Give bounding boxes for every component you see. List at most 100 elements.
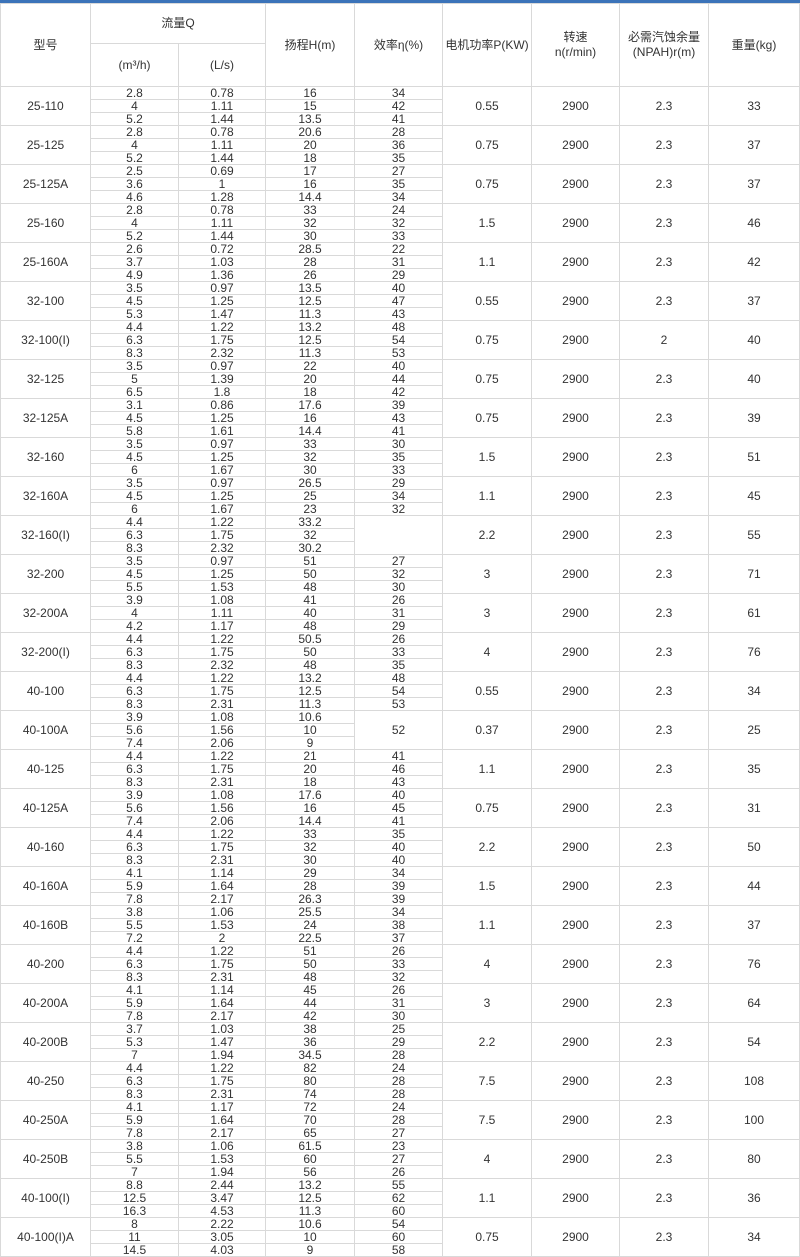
efficiency-cell: 54 xyxy=(354,333,443,347)
speed-cell: 2900 xyxy=(531,866,620,906)
flow-ls-cell: 1.25 xyxy=(178,411,266,425)
table-row: 40-160 4.4 1.22 33 35 2.2 2900 2.3 50 xyxy=(0,827,800,867)
flow-m3h-cell: 4.1 xyxy=(90,866,179,880)
flow-m3h-cell: 8.3 xyxy=(90,541,179,555)
weight-cell: 45 xyxy=(708,476,800,516)
flow-ls-cell: 1 xyxy=(178,177,266,191)
head-cell: 36 xyxy=(265,1035,355,1049)
table-row: 25-160 2.8 0.78 33 24 1.5 2900 2.3 46 xyxy=(0,203,800,243)
weight-cell: 40 xyxy=(708,320,800,360)
npsh-cell: 2.3 xyxy=(619,398,709,438)
head-cell: 21 xyxy=(265,749,355,763)
table-row: 14.5 4.03 9 58 xyxy=(1,1243,800,1257)
flow-m3h-cell: 3.9 xyxy=(90,788,179,802)
flow-ls-cell: 0.86 xyxy=(178,398,266,412)
table-row: 5.8 1.61 14.4 41 xyxy=(1,424,800,438)
table-row: 6.3 1.75 50 33 xyxy=(1,645,800,659)
model-cell: 25-125 xyxy=(0,125,91,165)
flow-m3h-cell: 3.6 xyxy=(90,177,179,191)
model-cell: 40-160B xyxy=(0,905,91,945)
flow-ls-cell: 1.64 xyxy=(178,996,266,1010)
power-cell: 2.2 xyxy=(442,827,532,867)
flow-m3h-cell: 5.2 xyxy=(90,112,179,126)
head-cell: 16 xyxy=(265,801,355,815)
flow-m3h-cell: 8.3 xyxy=(90,1087,179,1101)
weight-cell: 37 xyxy=(708,125,800,165)
head-cell: 13.2 xyxy=(265,671,355,685)
efficiency-cell: 34 xyxy=(354,86,443,100)
model-cell: 40-160 xyxy=(0,827,91,867)
flow-ls-cell: 0.78 xyxy=(178,86,266,100)
efficiency-cell: 26 xyxy=(354,944,443,958)
flow-m3h-cell: 8 xyxy=(90,1217,179,1231)
flow-ls-cell: 4.03 xyxy=(178,1243,266,1257)
npsh-cell: 2.3 xyxy=(619,1178,709,1218)
flow-ls-cell: 1.17 xyxy=(178,1100,266,1114)
speed-cell: 2900 xyxy=(531,125,620,165)
flow-m3h-cell: 3.7 xyxy=(90,1022,179,1036)
speed-cell: 2900 xyxy=(531,671,620,711)
efficiency-cell: 28 xyxy=(354,125,443,139)
model-cell: 40-125 xyxy=(0,749,91,789)
flow-ls-cell: 1.61 xyxy=(178,424,266,438)
speed-cell: 2900 xyxy=(531,905,620,945)
flow-ls-cell: 0.97 xyxy=(178,476,266,490)
flow-m3h-cell: 8.8 xyxy=(90,1178,179,1192)
speed-cell: 2900 xyxy=(531,1061,620,1101)
efficiency-cell: 36 xyxy=(354,138,443,152)
flow-ls-cell: 1.39 xyxy=(178,372,266,386)
weight-cell: 54 xyxy=(708,1022,800,1062)
flow-m3h-cell: 5.9 xyxy=(90,879,179,893)
table-row: 4.5 1.25 25 34 xyxy=(1,489,800,503)
header-model: 型号 xyxy=(0,3,91,87)
head-cell: 74 xyxy=(265,1087,355,1101)
flow-ls-cell: 1.75 xyxy=(178,528,266,542)
efficiency-cell: 32 xyxy=(354,970,443,984)
flow-m3h-cell: 4.5 xyxy=(90,489,179,503)
head-cell: 15 xyxy=(265,99,355,113)
flow-ls-cell: 2.31 xyxy=(178,775,266,789)
flow-ls-cell: 1.11 xyxy=(178,606,266,620)
power-cell: 0.75 xyxy=(442,1217,532,1257)
table-row: 4.5 1.25 50 32 xyxy=(1,567,800,581)
efficiency-cell: 26 xyxy=(354,983,443,997)
flow-ls-cell: 2.32 xyxy=(178,658,266,672)
power-cell: 2.2 xyxy=(442,1022,532,1062)
weight-cell: 108 xyxy=(708,1061,800,1101)
head-cell: 48 xyxy=(265,970,355,984)
flow-ls-cell: 2.17 xyxy=(178,1126,266,1140)
head-cell: 20 xyxy=(265,372,355,386)
power-cell: 0.37 xyxy=(442,710,532,750)
speed-cell: 2900 xyxy=(531,1139,620,1179)
flow-ls-cell: 1.22 xyxy=(178,632,266,646)
head-cell: 48 xyxy=(265,580,355,594)
efficiency-cell: 31 xyxy=(354,255,443,269)
flow-m3h-cell: 7 xyxy=(90,1165,179,1179)
power-cell: 1.5 xyxy=(442,203,532,243)
head-cell: 11.3 xyxy=(265,346,355,360)
npsh-cell: 2.3 xyxy=(619,671,709,711)
head-cell: 18 xyxy=(265,151,355,165)
weight-cell: 46 xyxy=(708,203,800,243)
flow-ls-cell: 1.08 xyxy=(178,593,266,607)
weight-cell: 37 xyxy=(708,164,800,204)
head-cell: 61.5 xyxy=(265,1139,355,1153)
head-cell: 33.2 xyxy=(265,515,355,529)
flow-m3h-cell: 5.5 xyxy=(90,580,179,594)
table-row: 5.9 1.64 70 28 xyxy=(1,1113,800,1127)
table-row: 5 1.39 20 44 xyxy=(1,372,800,386)
flow-ls-cell: 1.22 xyxy=(178,320,266,334)
npsh-cell: 2.3 xyxy=(619,827,709,867)
table-row: 5.5 1.53 48 30 xyxy=(1,580,800,594)
efficiency-cell: 28 xyxy=(354,1087,443,1101)
head-cell: 12.5 xyxy=(265,684,355,698)
npsh-cell: 2.3 xyxy=(619,476,709,516)
flow-m3h-cell: 5.2 xyxy=(90,229,179,243)
flow-m3h-cell: 2.8 xyxy=(90,203,179,217)
flow-m3h-cell: 5.8 xyxy=(90,424,179,438)
table-row: 32-160A 3.5 0.97 26.5 29 1.1 2900 2.3 45 xyxy=(0,476,800,516)
npsh-cell: 2.3 xyxy=(619,554,709,594)
npsh-cell: 2.3 xyxy=(619,1022,709,1062)
efficiency-cell: 29 xyxy=(354,268,443,282)
head-cell: 11.3 xyxy=(265,697,355,711)
